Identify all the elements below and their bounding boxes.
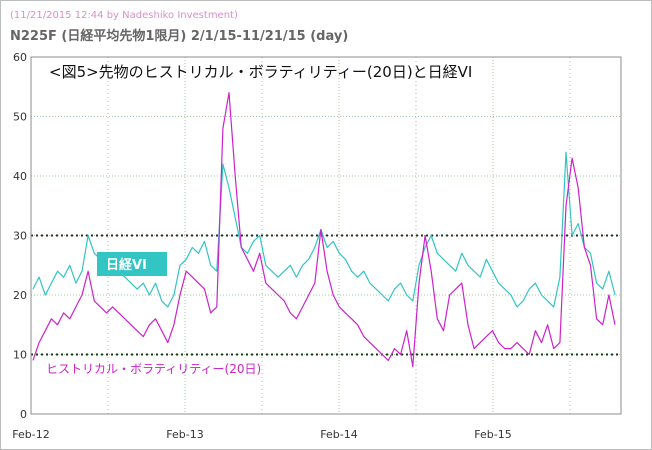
series-lines xyxy=(32,92,616,367)
plot-area-border xyxy=(30,56,622,415)
x-tick-label: Feb-14 xyxy=(320,428,357,441)
chart-title: <図5>先物のヒストリカル・ボラティリティー(20日)と日経VI xyxy=(49,63,472,81)
volatility-series-label: ヒストリカル・ボラティリティー(20日) xyxy=(46,362,261,376)
series-line-vol xyxy=(32,92,616,367)
y-tick-label: 20 xyxy=(13,289,27,302)
y-tick-label: 0 xyxy=(20,408,27,421)
vi-label-box xyxy=(97,252,167,276)
y-tick-label: 30 xyxy=(13,230,27,243)
instrument-heading: N225F (日経平均先物1限月) 2/1/15-11/21/15 (day) xyxy=(10,29,349,44)
x-tick-label: Feb-15 xyxy=(474,428,511,441)
timestamp-credit: (11/21/2015 12:44 by Nadeshiko Investmen… xyxy=(10,10,238,21)
y-tick-label: 60 xyxy=(13,51,27,64)
reference-lines xyxy=(31,234,621,356)
y-tick-label: 40 xyxy=(13,170,27,183)
y-tick-label: 10 xyxy=(13,349,27,362)
x-tick-label: Feb-13 xyxy=(166,428,203,441)
x-tick-label: Feb-12 xyxy=(12,428,49,441)
y-tick-label: 50 xyxy=(13,111,27,124)
axis-ticks: 0 10 20 30 40 50 60 Feb-12 Feb-13 Feb-14 Feb-15 xyxy=(12,51,511,441)
vi-series-label: 日経VI xyxy=(106,257,147,273)
series-line-vi xyxy=(32,151,616,308)
